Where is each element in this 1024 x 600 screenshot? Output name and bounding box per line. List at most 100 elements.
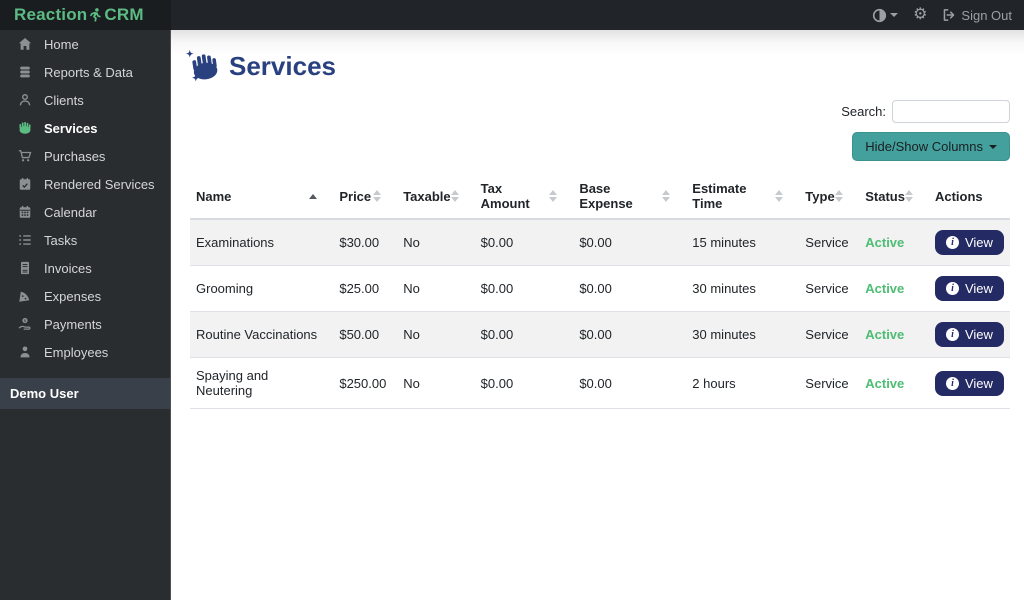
person-icon [17,93,33,107]
sidebar-item-label: Employees [44,344,109,360]
sign-out-button[interactable]: Sign Out [942,8,1012,23]
page-title-text: Services [229,51,336,81]
cell-estimate-time: 15 minutes [686,219,800,266]
brand-logo[interactable]: Reaction CRM [0,0,171,30]
table-toolbar: Search: Hide/Show Columns [190,100,1010,161]
sidebar-item-label: Clients [44,92,84,108]
sidebar-item-employees[interactable]: Employees [0,338,170,366]
sidebar-item-reports-data[interactable]: Reports & Data [0,58,170,86]
cell-actions: i View [928,311,1010,358]
sort-icon[interactable] [549,190,567,202]
sidebar-item-label: Rendered Services [44,176,155,192]
sort-icon[interactable] [373,190,391,202]
services-table: Name Price Taxable Tax Amount Base Expen… [190,176,1010,409]
status-badge: Active [859,357,929,409]
hide-show-columns-label: Hide/Show Columns [865,139,983,154]
sort-icon[interactable] [775,190,793,202]
sidebar-item-label: Invoices [44,260,92,276]
cell-estimate-time: 30 minutes [686,265,800,312]
current-user-label[interactable]: Demo User [0,378,170,409]
cell-taxable: No [397,357,475,409]
column-header-taxable[interactable]: Taxable [397,176,475,220]
column-header-price[interactable]: Price [333,176,398,220]
search-row: Search: [841,100,1010,123]
sign-out-label: Sign Out [961,7,1012,23]
circle-half-stroke-icon [872,8,887,23]
sidebar-item-tasks[interactable]: Tasks [0,226,170,254]
brand-name-right: CRM [104,5,144,24]
gear-icon[interactable]: ⚙ [913,6,928,23]
sort-icon[interactable] [662,190,680,202]
sort-icon[interactable] [904,190,923,202]
cell-type: Service [799,219,860,266]
sort-ascending-icon[interactable] [309,193,327,199]
view-button[interactable]: i View [934,322,1004,347]
shopping-cart-icon [17,149,33,163]
sidebar-item-label: Purchases [44,148,106,164]
cell-base-expense: $0.00 [573,311,687,358]
person-running-icon [88,7,103,23]
sidebar-item-expenses[interactable]: Expenses [0,282,170,310]
cell-actions: i View [928,357,1010,409]
table-row: Routine Vaccinations $50.00 No $0.00 $0.… [190,311,1010,358]
employee-icon [17,345,33,359]
sidebar-item-clients[interactable]: Clients [0,86,170,114]
sort-icon[interactable] [450,190,469,202]
cell-tax-amount: $0.00 [474,265,574,312]
hand-sparkles-icon: ✦ ✦ [186,49,220,83]
status-badge: Active [859,219,929,266]
table-row: Grooming $25.00 No $0.00 $0.00 30 minute… [190,265,1010,312]
column-header-estimate-time[interactable]: Estimate Time [686,176,800,220]
sidebar-item-calendar[interactable]: Calendar [0,198,170,226]
sidebar-item-rendered-services[interactable]: Rendered Services [0,170,170,198]
sidebar-item-services[interactable]: Services [0,114,170,142]
search-label: Search: [841,104,886,119]
view-button[interactable]: i View [934,230,1004,255]
search-input[interactable] [892,100,1010,123]
sidebar-item-home[interactable]: Home [0,30,170,58]
caret-down-icon [989,144,997,149]
sidebar-item-payments[interactable]: $ Payments [0,310,170,338]
sidebar-item-purchases[interactable]: Purchases [0,142,170,170]
table-row: Examinations $30.00 No $0.00 $0.00 15 mi… [190,219,1010,266]
caret-down-icon [890,13,899,17]
view-button[interactable]: i View [934,370,1004,396]
column-header-name[interactable]: Name [190,176,334,220]
cell-base-expense: $0.00 [573,265,687,312]
database-icon [17,65,33,79]
page-title: ✦ ✦ Services [186,49,1010,83]
theme-toggle-dropdown[interactable] [872,8,899,23]
top-navbar: Reaction CRM ⚙ [0,0,1024,30]
cell-taxable: No [397,265,475,312]
hide-show-columns-button[interactable]: Hide/Show Columns [852,132,1010,161]
pizza-slice-icon [17,289,33,303]
column-header-base-expense[interactable]: Base Expense [573,176,687,220]
cell-tax-amount: $0.00 [474,311,574,358]
column-header-type[interactable]: Type [799,176,860,220]
sidebar-item-label: Tasks [44,232,78,248]
sidebar-item-label: Home [44,36,79,52]
sidebar-item-invoices[interactable]: Invoices [0,254,170,282]
cell-name: Examinations [190,219,334,266]
cell-actions: i View [928,265,1010,312]
cell-base-expense: $0.00 [573,357,687,409]
brand-name-left: Reaction [14,5,88,24]
calendar-icon [17,205,33,219]
column-header-status[interactable]: Status [859,176,929,220]
cell-taxable: No [397,219,475,266]
cell-price: $50.00 [333,311,398,358]
sort-icon[interactable] [835,190,853,202]
sidebar: Home Reports & Data Clients [0,30,171,600]
cell-name: Routine Vaccinations [190,311,334,358]
cell-estimate-time: 30 minutes [686,311,800,358]
column-header-tax-amount[interactable]: Tax Amount [474,176,574,220]
cell-tax-amount: $0.00 [474,357,574,409]
sparkle-icon: ✦ [186,48,194,59]
sparkle-icon: ✦ [192,72,200,83]
cell-tax-amount: $0.00 [474,219,574,266]
cell-type: Service [799,357,860,409]
navbar-actions: ⚙ Sign Out [872,0,1024,30]
sidebar-item-label: Services [44,120,98,136]
view-button[interactable]: i View [934,276,1004,301]
cell-name: Spaying and Neutering [190,357,334,409]
